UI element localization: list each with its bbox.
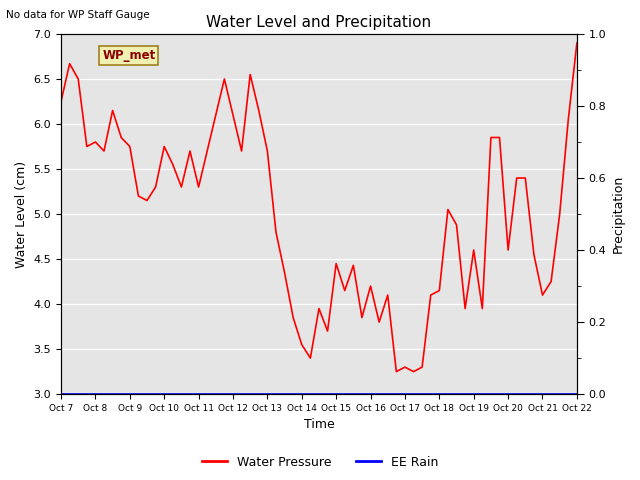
- Water Pressure: [161, 144, 168, 149]
- Legend: Water Pressure, EE Rain: Water Pressure, EE Rain: [196, 451, 444, 474]
- Y-axis label: Precipitation: Precipitation: [612, 175, 625, 253]
- Text: WP_met: WP_met: [102, 49, 156, 62]
- Water Pressure: [573, 40, 580, 46]
- EE Rain: [57, 391, 65, 397]
- Water Pressure: [237, 148, 245, 154]
- Water Pressure: [332, 261, 340, 266]
- EE Rain: [237, 391, 245, 397]
- EE Rain: [573, 391, 580, 397]
- Water Pressure: [367, 283, 374, 289]
- Water Pressure: [57, 98, 65, 104]
- EE Rain: [367, 391, 374, 397]
- EE Rain: [177, 391, 185, 397]
- Y-axis label: Water Level (cm): Water Level (cm): [15, 160, 28, 267]
- EE Rain: [332, 391, 340, 397]
- Water Pressure: [513, 175, 520, 181]
- EE Rain: [161, 391, 168, 397]
- Title: Water Level and Precipitation: Water Level and Precipitation: [206, 15, 431, 30]
- Water Pressure: [392, 369, 400, 374]
- Line: Water Pressure: Water Pressure: [61, 43, 577, 372]
- EE Rain: [504, 391, 512, 397]
- Text: No data for WP Staff Gauge: No data for WP Staff Gauge: [6, 10, 150, 20]
- X-axis label: Time: Time: [303, 419, 334, 432]
- Water Pressure: [177, 184, 185, 190]
